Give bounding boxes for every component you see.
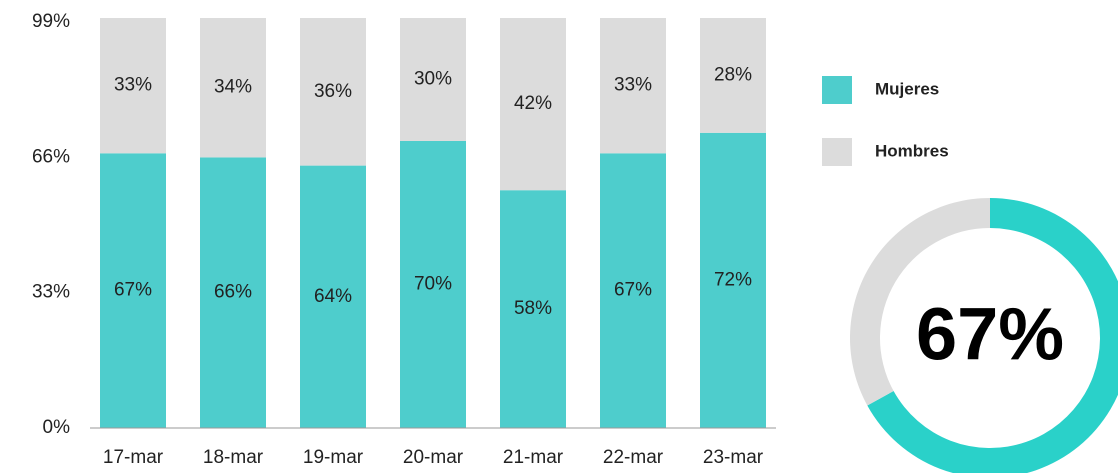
bar-segment (400, 18, 466, 141)
y-tick-label: 33% (32, 282, 70, 303)
donut-center-label: 67% (916, 293, 1064, 376)
x-tick-label: 18-mar (203, 447, 264, 468)
data-label: 64% (314, 286, 352, 307)
data-label: 42% (514, 93, 552, 114)
legend-label: Mujeres (875, 79, 939, 98)
y-tick-label: 0% (43, 417, 71, 438)
bar-segment (500, 190, 566, 428)
data-label: 70% (414, 274, 452, 295)
y-tick-label: 66% (32, 146, 70, 167)
bar-segment (300, 18, 366, 166)
bar-segment (600, 153, 666, 429)
data-label: 28% (714, 64, 752, 85)
data-label: 67% (614, 280, 652, 301)
bar-segment (700, 18, 766, 133)
legend-swatch (822, 76, 852, 104)
data-label: 67% (114, 280, 152, 301)
bar-segment (600, 18, 666, 154)
bar-segment (400, 141, 466, 428)
bar-segment (500, 18, 566, 191)
bar-segment (200, 18, 266, 158)
data-label: 72% (714, 269, 752, 290)
data-label: 66% (214, 282, 252, 303)
bar-segment (700, 132, 766, 429)
bar-segment (100, 153, 166, 429)
donut-segment (850, 198, 990, 406)
data-label: 30% (414, 69, 452, 90)
data-label: 33% (614, 75, 652, 96)
bar-segment (100, 18, 166, 154)
data-label: 36% (314, 81, 352, 102)
y-tick-label: 99% (32, 11, 70, 32)
data-label: 34% (214, 77, 252, 98)
x-tick-label: 23-mar (703, 447, 764, 468)
x-tick-label: 19-mar (303, 447, 364, 468)
data-label: 58% (514, 298, 552, 319)
x-tick-label: 21-mar (503, 447, 564, 468)
data-label: 33% (114, 75, 152, 96)
x-tick-label: 22-mar (603, 447, 664, 468)
x-tick-label: 17-mar (103, 447, 164, 468)
legend-swatch (822, 138, 852, 166)
x-tick-label: 20-mar (403, 447, 464, 468)
bar-segment (200, 157, 266, 428)
legend-label: Hombres (875, 141, 949, 160)
bar-segment (300, 165, 366, 428)
